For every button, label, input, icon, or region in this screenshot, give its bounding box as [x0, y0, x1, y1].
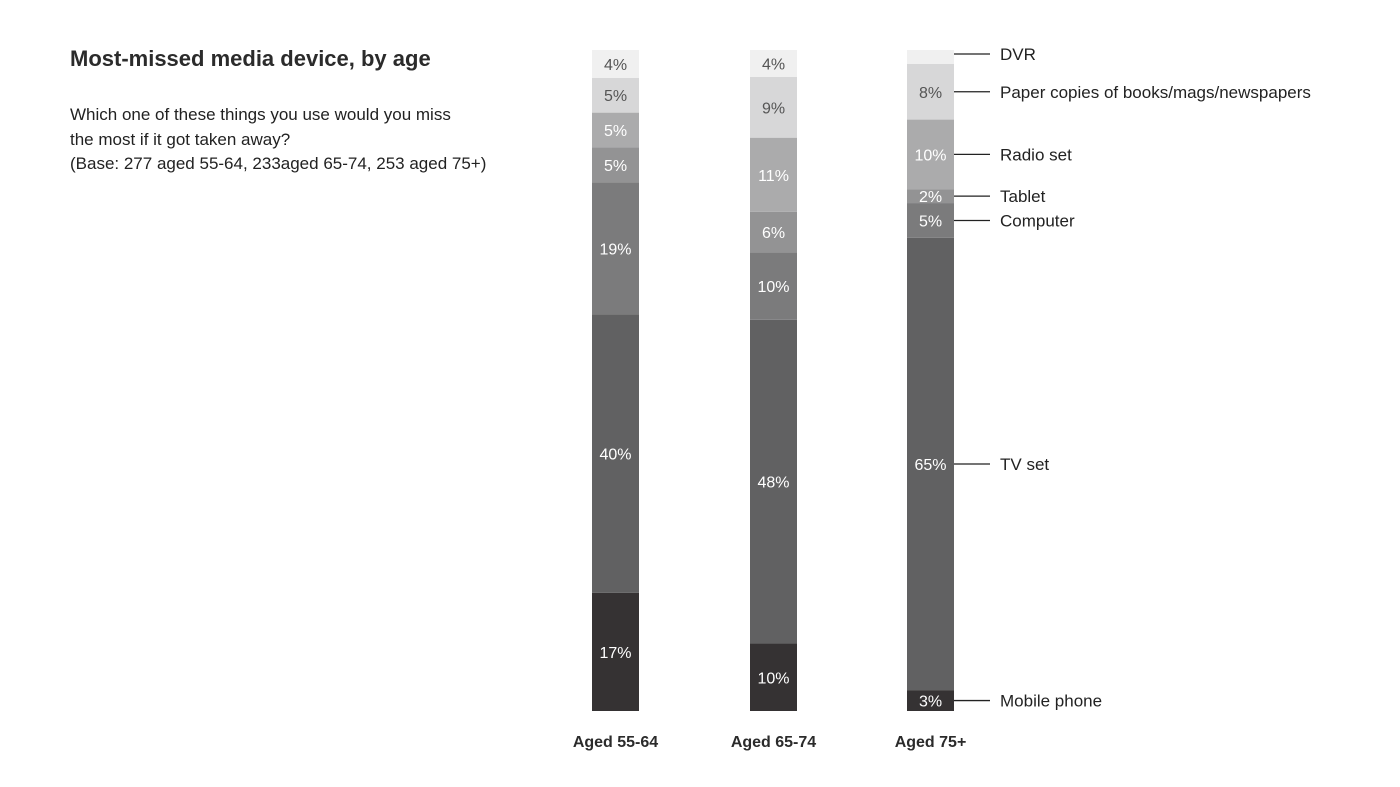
bar-segment-0-4 — [592, 112, 639, 148]
data-label-2-4: 10% — [914, 147, 946, 164]
data-label-2-5: 8% — [919, 85, 942, 102]
bar-segment-2-0 — [907, 690, 954, 711]
data-label-1-2: 10% — [757, 279, 789, 296]
data-label-1-1: 48% — [757, 475, 789, 492]
data-label-1-0: 10% — [757, 670, 789, 687]
data-label-0-6: 4% — [604, 57, 627, 74]
legend-label-3: Tablet — [1000, 187, 1046, 206]
subtitle-line-2: the most if it got taken away? — [70, 129, 291, 149]
bar-segment-0-0 — [592, 592, 639, 711]
bar-segment-1-2 — [750, 252, 797, 320]
data-label-2-0: 3% — [919, 694, 942, 711]
data-label-1-3: 6% — [762, 225, 785, 242]
data-label-0-0: 17% — [599, 645, 631, 662]
data-label-0-5: 5% — [604, 88, 627, 105]
bar-segment-2-4 — [907, 119, 954, 190]
bar-segment-2-2 — [907, 203, 954, 238]
subtitle-line-1: Which one of these things you use would … — [70, 105, 451, 124]
legend-label-5: Paper copies of books/mags/newspapers — [1000, 83, 1311, 102]
bar-segment-2-6 — [907, 50, 954, 64]
category-label-0: Aged 55-64 — [573, 734, 658, 751]
data-label-1-4: 11% — [758, 168, 789, 185]
legend-label-4: Radio set — [1000, 145, 1072, 164]
data-label-2-2: 5% — [919, 213, 942, 230]
bar-segment-1-3 — [750, 211, 797, 253]
bar-segment-0-3 — [592, 147, 639, 183]
bar-segment-1-0 — [750, 643, 797, 711]
subtitle-line-3: (Base: 277 aged 55-64, 233aged 65-74, 25… — [70, 154, 487, 173]
chart-title: Most-missed media device, by age — [70, 46, 431, 71]
bar-segment-1-5 — [750, 76, 797, 138]
data-label-1-5: 9% — [762, 100, 785, 117]
legend-label-1: TV set — [1000, 455, 1049, 474]
bar-segment-2-1 — [907, 237, 954, 691]
category-label-1: Aged 65-74 — [731, 734, 816, 751]
data-label-0-4: 5% — [604, 123, 627, 140]
legend-label-2: Computer — [1000, 211, 1075, 230]
bar-segment-2-3 — [907, 189, 954, 204]
bar-segment-1-6 — [750, 50, 797, 77]
bar-segment-0-6 — [592, 50, 639, 78]
bar-segment-2-5 — [907, 63, 954, 120]
legend-label-0: Mobile phone — [1000, 692, 1102, 711]
legend-label-6: DVR — [1000, 45, 1036, 64]
bar-segment-1-1 — [750, 319, 797, 644]
data-label-1-6: 4% — [762, 56, 785, 73]
bar-segment-0-2 — [592, 182, 639, 315]
bar-segment-0-1 — [592, 314, 639, 593]
bar-segment-1-4 — [750, 137, 797, 212]
bar-segment-0-5 — [592, 77, 639, 113]
data-label-0-1: 40% — [599, 447, 631, 464]
data-label-0-3: 5% — [604, 158, 627, 175]
category-label-2: Aged 75+ — [895, 734, 967, 751]
data-label-2-3: 2% — [919, 189, 942, 206]
data-label-2-1: 65% — [914, 457, 946, 474]
chart-subtitle: Which one of these things you use would … — [70, 103, 540, 177]
data-label-0-2: 19% — [599, 241, 631, 258]
